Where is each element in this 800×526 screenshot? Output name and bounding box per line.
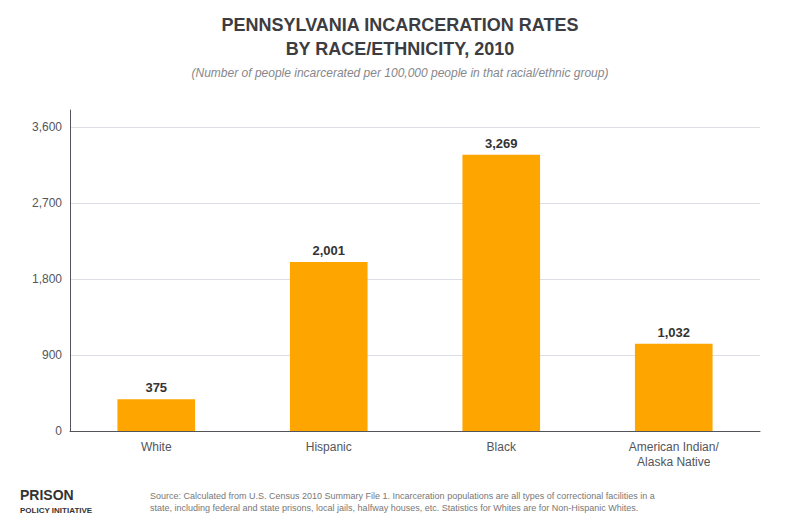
svg-text:White: White	[141, 440, 172, 454]
svg-text:Hispanic: Hispanic	[306, 440, 352, 454]
svg-text:1,800: 1,800	[32, 272, 62, 286]
svg-text:state, including federal and s: state, including federal and state priso…	[150, 503, 638, 513]
svg-text:375: 375	[145, 380, 167, 395]
svg-text:PENNSYLVANIA INCARCERATION RAT: PENNSYLVANIA INCARCERATION RATES	[221, 15, 578, 35]
svg-text:900: 900	[42, 348, 62, 362]
svg-text:POLICY INITIATIVE: POLICY INITIATIVE	[20, 506, 93, 515]
svg-text:3,269: 3,269	[485, 136, 518, 151]
svg-text:3,600: 3,600	[32, 120, 62, 134]
svg-text:BY RACE/ETHNICITY, 2010: BY RACE/ETHNICITY, 2010	[286, 39, 515, 59]
svg-text:Black: Black	[487, 440, 517, 454]
svg-text:1,032: 1,032	[657, 325, 690, 340]
svg-text:PRISON: PRISON	[20, 487, 74, 503]
svg-text:0: 0	[55, 424, 62, 438]
svg-text:American Indian/: American Indian/	[629, 440, 720, 454]
svg-text:(Number of people incarcerated: (Number of people incarcerated per 100,0…	[192, 66, 609, 80]
svg-text:2,001: 2,001	[312, 243, 345, 258]
svg-text:Alaska Native: Alaska Native	[637, 455, 711, 469]
svg-text:Source: Calculated from U.S. C: Source: Calculated from U.S. Census 2010…	[150, 491, 655, 501]
svg-text:2,700: 2,700	[32, 196, 62, 210]
